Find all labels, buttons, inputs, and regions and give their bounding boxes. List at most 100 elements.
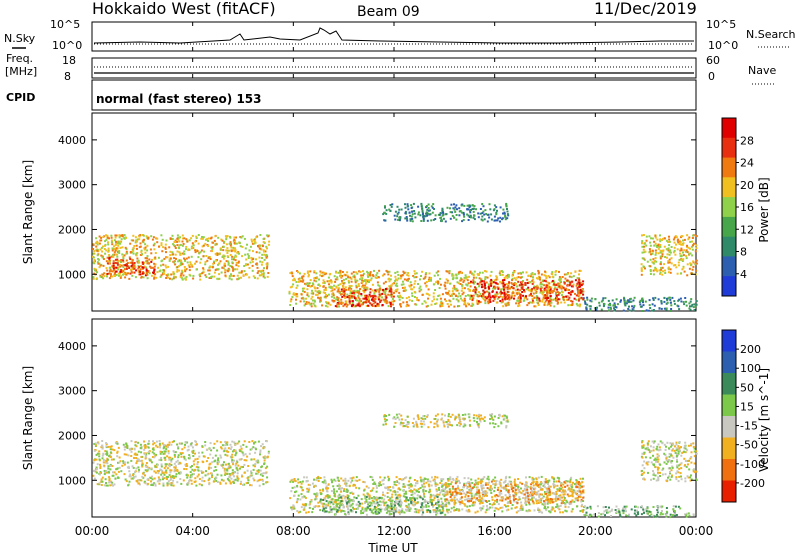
power-data-cell xyxy=(432,283,435,286)
power-data-cell xyxy=(152,236,155,239)
power-data-cell xyxy=(360,303,363,306)
power-data-cell xyxy=(668,238,671,241)
velocity-data-cell xyxy=(186,483,189,486)
velocity-data-cell xyxy=(170,443,173,446)
velocity-data-cell xyxy=(372,483,375,485)
power-data-cell xyxy=(235,242,238,245)
velocity-data-cell xyxy=(294,491,296,494)
velocity-data-cell xyxy=(192,455,195,457)
power-data-cell xyxy=(188,265,191,267)
power-data-cell xyxy=(399,216,402,219)
power-data-cell xyxy=(600,300,603,303)
power-data-cell xyxy=(296,270,299,272)
power-data-cell xyxy=(371,283,374,286)
velocity-data-cell xyxy=(185,474,188,477)
velocity-data-cell xyxy=(254,451,257,454)
power-data-cell xyxy=(167,273,170,276)
power-data-cell xyxy=(215,253,218,256)
velocity-data-cell xyxy=(308,487,311,490)
power-data-cell xyxy=(480,286,483,289)
velocity-data-cell xyxy=(183,446,186,449)
power-data-cell xyxy=(330,281,333,284)
power-data-cell xyxy=(182,274,185,277)
velocity-data-cell xyxy=(519,509,522,512)
power-data-cell xyxy=(113,239,116,242)
velocity-data-cell xyxy=(133,476,136,479)
velocity-data-cell xyxy=(411,497,414,499)
power-data-cell xyxy=(355,286,358,289)
power-data-cell xyxy=(156,237,159,240)
velocity-data-cell xyxy=(362,493,365,496)
power-data-cell xyxy=(530,292,532,295)
velocity-data-cell xyxy=(220,456,223,459)
power-data-cell xyxy=(126,262,129,264)
power-data-cell xyxy=(357,302,360,305)
power-data-cell xyxy=(373,292,376,295)
power-data-cell xyxy=(102,245,104,248)
power-data-cell xyxy=(655,267,658,270)
velocity-data-cell xyxy=(93,477,96,480)
velocity-data-cell xyxy=(117,470,120,473)
power-data-cell xyxy=(132,234,135,237)
power-data-cell xyxy=(141,253,144,256)
velocity-data-cell xyxy=(217,460,220,463)
velocity-data-cell xyxy=(341,487,344,490)
velocity-data-cell xyxy=(140,479,143,482)
power-data-cell xyxy=(306,288,309,291)
power-data-cell xyxy=(659,245,662,248)
power-data-cell xyxy=(404,289,407,292)
velocity-data-cell xyxy=(556,476,559,479)
velocity-data-cell xyxy=(579,510,582,513)
velocity-data-cell xyxy=(302,508,305,511)
power-data-cell xyxy=(351,304,354,307)
velocity-data-cell xyxy=(393,508,396,511)
power-data-cell xyxy=(295,293,298,296)
velocity-data-cell xyxy=(101,447,104,450)
power-data-cell xyxy=(131,268,134,271)
power-data-cell xyxy=(108,237,110,240)
power-data-cell xyxy=(246,253,249,256)
power-data-cell xyxy=(239,236,242,238)
velocity-data-cell xyxy=(307,483,310,486)
power-data-cell xyxy=(670,308,673,310)
power-data-cell xyxy=(97,258,100,261)
power-data-cell xyxy=(153,269,156,272)
velocity-data-cell xyxy=(236,475,239,478)
velocity-data-cell xyxy=(93,470,96,472)
power-data-cell xyxy=(407,272,410,274)
power-data-cell xyxy=(411,210,414,213)
velocity-data-cell xyxy=(262,446,265,449)
velocity-data-cell xyxy=(138,468,140,471)
power-data-cell xyxy=(506,277,509,280)
power-data-cell xyxy=(472,273,475,276)
velocity-data-cell xyxy=(156,480,159,483)
velocity-data-cell xyxy=(146,478,149,481)
power-data-cell xyxy=(494,293,497,296)
power-data-cell xyxy=(145,260,148,263)
velocity-data-cell xyxy=(349,477,352,480)
power-data-cell xyxy=(558,277,561,280)
velocity-data-cell xyxy=(153,477,156,480)
power-data-cell xyxy=(598,301,601,304)
velocity-data-cell xyxy=(265,440,268,443)
velocity-data-cell xyxy=(123,453,126,456)
power-data-cell xyxy=(132,239,135,242)
power-data-cell xyxy=(486,276,489,279)
velocity-data-cell xyxy=(461,500,464,503)
power-data-cell xyxy=(494,219,497,222)
power-data-cell xyxy=(383,219,386,222)
power-data-cell xyxy=(130,268,132,271)
velocity-data-cell xyxy=(392,503,395,506)
velocity-data-cell xyxy=(301,503,304,506)
power-data-cell xyxy=(449,207,451,210)
power-data-cell xyxy=(609,306,612,309)
power-data-cell xyxy=(665,239,668,242)
velocity-data-cell xyxy=(167,452,170,455)
power-data-cell xyxy=(248,267,251,269)
power-data-cell xyxy=(566,279,569,282)
velocity-data-cell xyxy=(257,471,260,474)
power-data-cell xyxy=(116,241,119,244)
power-data-cell xyxy=(168,246,171,249)
power-data-cell xyxy=(479,208,482,210)
power-data-cell xyxy=(519,276,522,279)
